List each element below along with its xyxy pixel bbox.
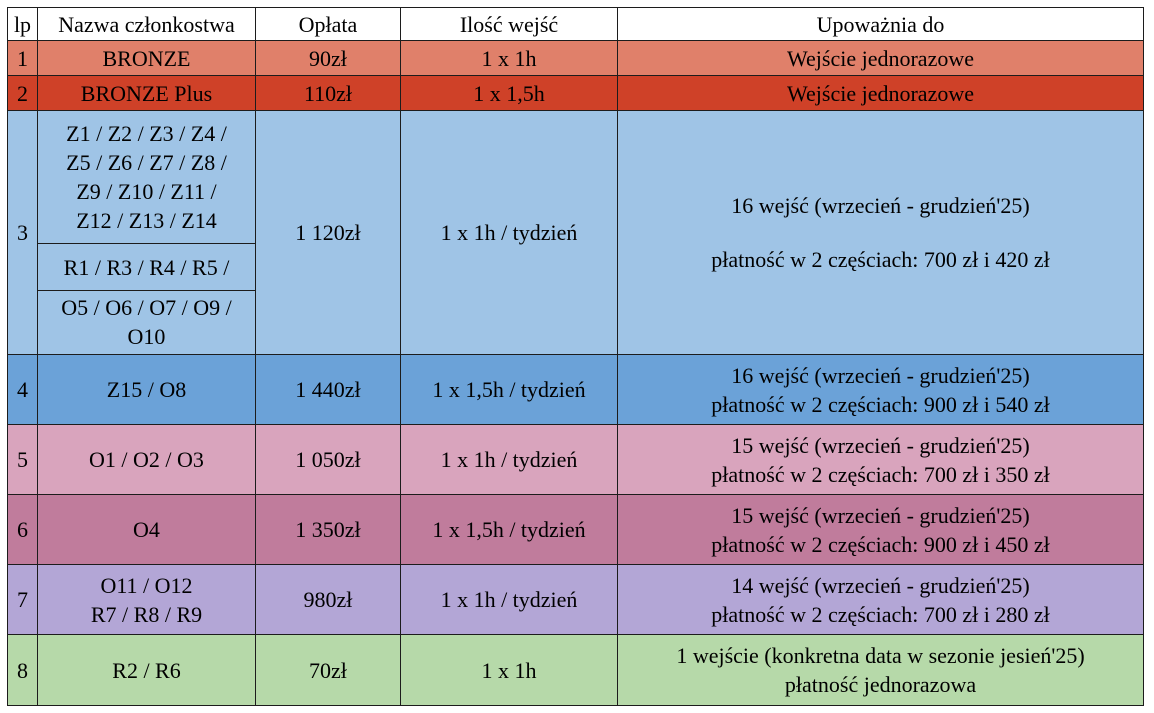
- authorizes-line: 15 wejść (wrzecień - grudzień'25): [731, 502, 1030, 528]
- authorizes-line: 16 wejść (wrzecień - grudzień'25): [731, 362, 1030, 388]
- header-lp: lp: [7, 7, 38, 41]
- row-number: 1: [7, 40, 38, 76]
- entries: 1 x 1,5h: [400, 75, 618, 111]
- membership-name-line: R1 / R3 / R4 / R5 /: [63, 254, 230, 280]
- row-number: 4: [7, 354, 38, 425]
- membership-name: O1 / O2 / O3: [37, 424, 256, 495]
- table-row: 4 Z15 / O8 1 440zł 1 x 1,5h / tydzień 16 wej…: [7, 354, 1144, 425]
- entries: 1 x 1h / tydzień: [400, 424, 618, 495]
- fee: 1 050zł: [255, 424, 401, 495]
- fee: 110zł: [255, 75, 401, 111]
- authorizes: 15 wejść (wrzecień - grudzień'25) płatnoś…: [617, 424, 1144, 495]
- entries: 1 x 1h / tydzień: [400, 564, 618, 635]
- entries: 1 x 1,5h / tydzień: [400, 354, 618, 425]
- membership-name-line: O4: [133, 517, 160, 542]
- membership-name-line: BRONZE: [102, 45, 191, 71]
- membership-name-line: Z15 / O8: [106, 377, 187, 402]
- membership-name-group: R1 / R3 / R4 / R5 /: [38, 243, 255, 290]
- header-authorizes: Upoważnia do: [617, 7, 1144, 41]
- authorizes-line: płatność jednorazowa: [784, 672, 977, 697]
- header-fee: Opłata: [255, 7, 401, 41]
- membership-name: BRONZE Plus: [37, 75, 256, 111]
- table-row: 2 BRONZE Plus 110zł 1 x 1,5h Wejście jednora…: [7, 75, 1144, 111]
- membership-name-group: Z1 / Z2 / Z3 / Z4 / Z5 / Z6 / Z7 / Z8 / Z9…: [38, 111, 255, 243]
- membership-name-line: O10: [127, 324, 166, 349]
- row-number: 7: [7, 564, 38, 635]
- membership-name-line: Z5 / Z6 / Z7 / Z8 /: [66, 150, 227, 175]
- line-gap: [618, 220, 1143, 245]
- entries: 1 x 1h: [400, 634, 618, 706]
- membership-name-line: O1 / O2 / O3: [89, 447, 204, 472]
- membership-name: BRONZE: [37, 40, 256, 76]
- authorizes-line: płatność w 2 częściach: 700 zł i 350 zł: [711, 461, 1050, 487]
- authorizes-line: płatność w 2 częściach: 700 zł i 420 zł: [711, 247, 1050, 272]
- membership-name: Z1 / Z2 / Z3 / Z4 / Z5 / Z6 / Z7 / Z8 / Z9…: [37, 110, 256, 355]
- row-number: 6: [7, 494, 38, 565]
- row-number: 5: [7, 424, 38, 495]
- authorizes: Wejście jednorazowe: [617, 75, 1144, 111]
- membership-name-line: O5 / O6 / O7 / O9 /: [61, 295, 232, 320]
- authorizes: 16 wejść (wrzecień - grudzień'25) płatnoś…: [617, 110, 1144, 355]
- membership-name-line: Z9 / Z10 / Z11 /: [76, 179, 217, 204]
- table-row: 1 BRONZE 90zł 1 x 1h Wejście jednorazowe: [7, 40, 1144, 76]
- membership-name-group: O5 / O6 / O7 / O9 / O10: [38, 290, 255, 353]
- authorizes-line: 16 wejść (wrzecień - grudzień'25): [731, 193, 1030, 218]
- membership-name: O4: [37, 494, 256, 565]
- membership-name-line: Z12 / Z13 / Z14: [76, 208, 217, 233]
- membership-name-line: BRONZE Plus: [80, 80, 213, 106]
- authorizes-line: 15 wejść (wrzecień - grudzień'25): [731, 432, 1030, 458]
- authorizes-line: Wejście jednorazowe: [787, 45, 974, 71]
- authorizes-line: płatność w 2 częściach: 900 zł i 450 zł: [711, 531, 1050, 557]
- entries: 1 x 1h / tydzień: [400, 110, 618, 355]
- table-row: 5 O1 / O2 / O3 1 050zł 1 x 1h / tydzień 15 w…: [7, 424, 1144, 495]
- authorizes-line: płatność w 2 częściach: 700 zł i 280 zł: [711, 601, 1050, 627]
- row-number: 2: [7, 75, 38, 111]
- authorizes: 15 wejść (wrzecień - grudzień'25) płatnoś…: [617, 494, 1144, 565]
- membership-name-line: Z1 / Z2 / Z3 / Z4 /: [66, 121, 227, 146]
- table-row: 8 R2 / R6 70zł 1 x 1h 1 wejście (konkretna d…: [7, 634, 1144, 706]
- header-row: lp Nazwa członkostwa Opłata Ilość wejść …: [7, 7, 1144, 41]
- authorizes: 14 wejść (wrzecień - grudzień'25) płatnoś…: [617, 564, 1144, 635]
- header-membership-name: Nazwa członkostwa: [37, 7, 256, 41]
- entries: 1 x 1,5h / tydzień: [400, 494, 618, 565]
- row-number: 3: [7, 110, 38, 355]
- membership-table: lp Nazwa członkostwa Opłata Ilość wejść …: [7, 7, 1144, 706]
- fee: 1 120zł: [255, 110, 401, 355]
- header-entries: Ilość wejść: [400, 7, 618, 41]
- authorizes: 16 wejść (wrzecień - grudzień'25) płatnoś…: [617, 354, 1144, 425]
- fee: 1 350zł: [255, 494, 401, 565]
- authorizes-line: 1 wejście (konkretna data w sezonie jesi…: [676, 643, 1085, 668]
- row-number: 8: [7, 634, 38, 706]
- fee: 980zł: [255, 564, 401, 635]
- membership-name: O11 / O12 R7 / R8 / R9: [37, 564, 256, 635]
- fee: 1 440zł: [255, 354, 401, 425]
- table-body: 1 BRONZE 90zł 1 x 1h Wejście jednorazowe 2 BRO…: [7, 40, 1144, 706]
- membership-name: R2 / R6: [37, 634, 256, 706]
- membership-name-line: O11 / O12: [100, 572, 193, 598]
- entries: 1 x 1h: [400, 40, 618, 76]
- fee: 90zł: [255, 40, 401, 76]
- authorizes-line: 14 wejść (wrzecień - grudzień'25): [731, 572, 1030, 598]
- table-row: 6 O4 1 350zł 1 x 1,5h / tydzień 15 wejść (wr…: [7, 494, 1144, 565]
- authorizes-line: Wejście jednorazowe: [787, 80, 974, 106]
- membership-name-groups: Z1 / Z2 / Z3 / Z4 / Z5 / Z6 / Z7 / Z8 / Z9…: [38, 111, 255, 354]
- membership-name: Z15 / O8: [37, 354, 256, 425]
- fee: 70zł: [255, 634, 401, 706]
- table-row: 3 Z1 / Z2 / Z3 / Z4 /Z5 / Z6 / Z7 / Z8 /Z…: [7, 110, 1144, 355]
- membership-name-line: R7 / R8 / R9: [90, 601, 203, 627]
- authorizes-line: płatność w 2 częściach: 900 zł i 540 zł: [711, 391, 1050, 417]
- authorizes: 1 wejście (konkretna data w sezonie jesi…: [617, 634, 1144, 706]
- authorizes: Wejście jednorazowe: [617, 40, 1144, 76]
- table-row: 7 O11 / O12 R7 / R8 / R9 980zł 1 x 1h / tydz…: [7, 564, 1144, 635]
- membership-name-line: R2 / R6: [112, 657, 181, 683]
